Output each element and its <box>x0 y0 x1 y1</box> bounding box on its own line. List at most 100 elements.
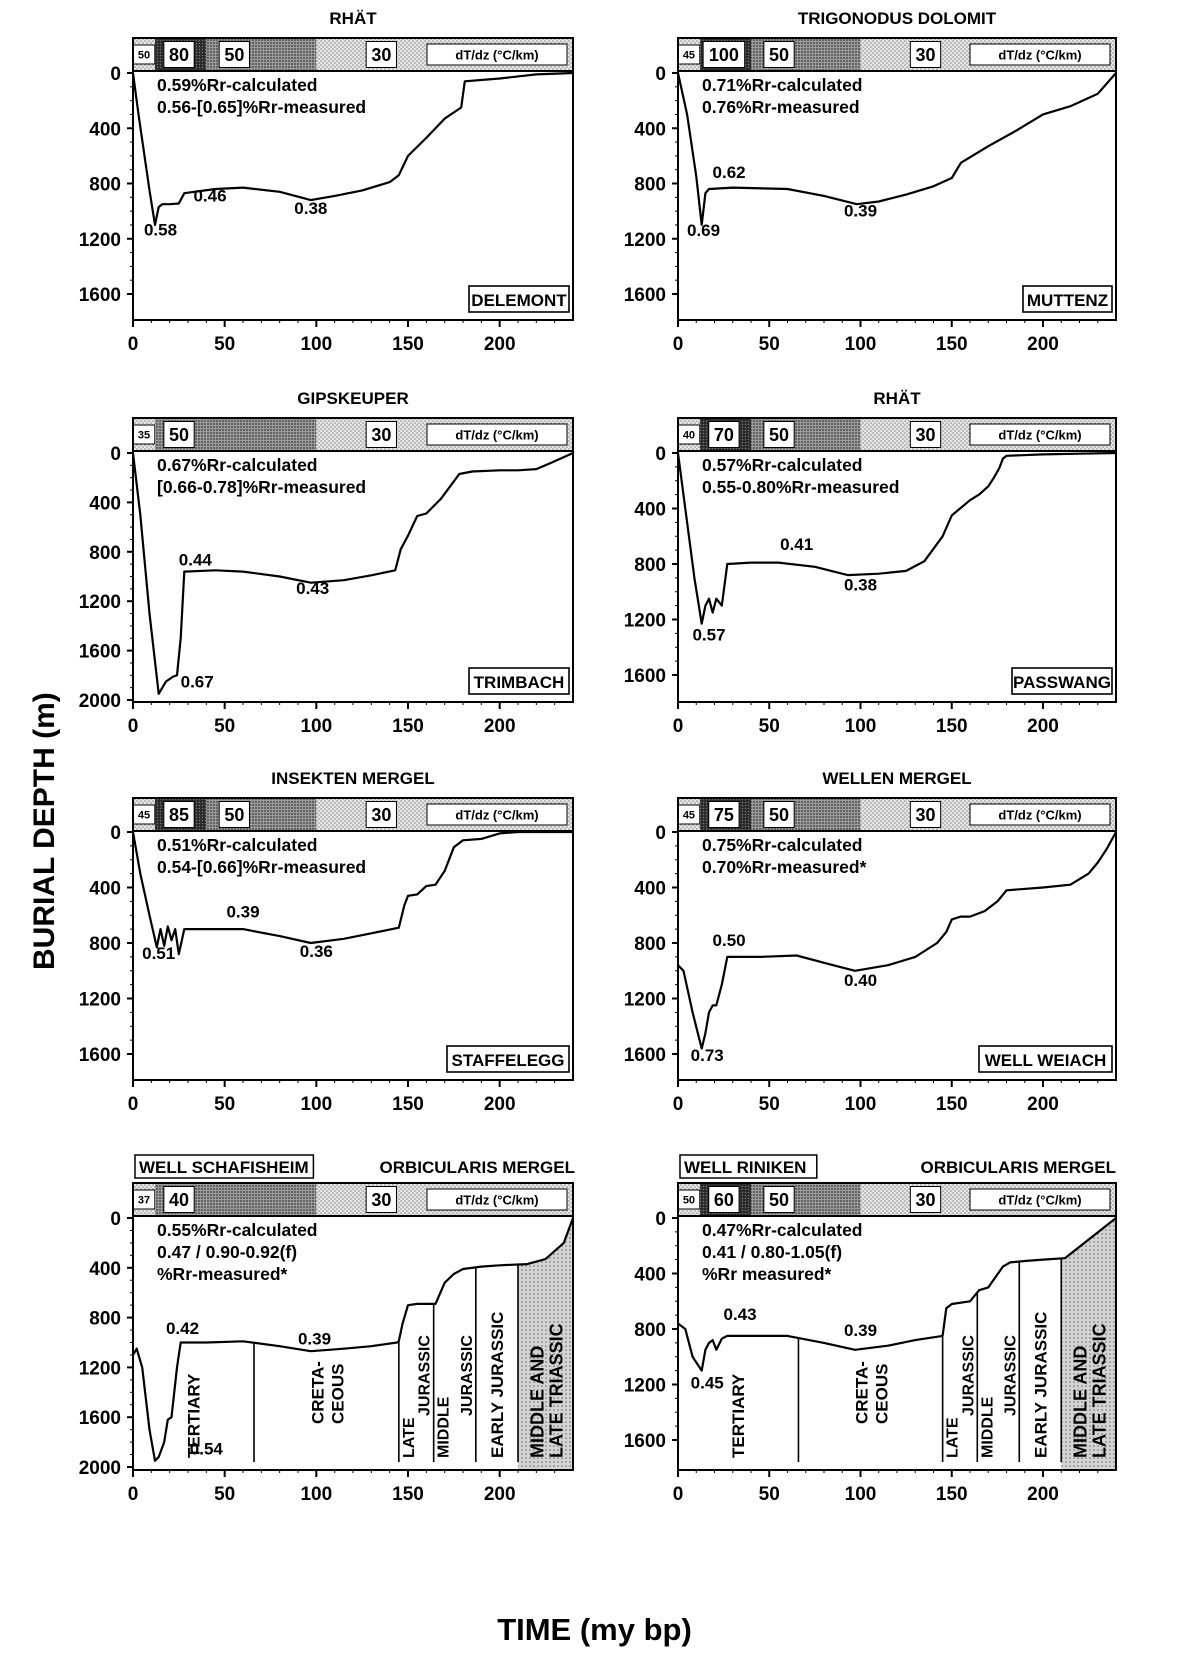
y-tick-label: 0 <box>110 1209 121 1230</box>
well-name: PASSWANG <box>1013 673 1111 692</box>
heatflow-value: 75 <box>714 805 734 825</box>
heatflow-label-box <box>969 423 1111 446</box>
y-tick-label: 0 <box>110 444 121 465</box>
vitrinite-label: 0.38 <box>294 199 327 218</box>
y-tick-label: 2000 <box>79 1458 121 1479</box>
vitrinite-label: 0.46 <box>193 186 226 205</box>
heatflow-value-box <box>708 801 740 828</box>
x-tick-label: 100 <box>300 716 332 737</box>
rr-annotation: 0.67%Rr-calculated <box>157 455 318 475</box>
heatflow-value: 50 <box>769 805 789 825</box>
x-tick-label: 200 <box>1027 1094 1059 1115</box>
heatflow-value-box <box>218 801 250 828</box>
strat-label: CRETA- CEOUS <box>853 1361 892 1424</box>
y-tick-label: 1600 <box>79 1408 121 1429</box>
y-tick-label: 1200 <box>624 230 666 251</box>
x-tick-label: 150 <box>936 334 968 355</box>
heatflow-value: 40 <box>169 1190 189 1210</box>
heatflow-value: 50 <box>769 425 789 445</box>
heatflow-value-box <box>763 41 795 68</box>
heatflow-value: 85 <box>169 805 189 825</box>
y-tick-label: 400 <box>634 119 666 140</box>
heatflow-value-box <box>702 41 746 68</box>
y-axis-label: BURIAL DEPTH (m) <box>28 692 61 970</box>
burial-curve <box>676 72 1117 226</box>
heatflow-label-box <box>969 43 1111 66</box>
y-tick-label: 400 <box>89 879 121 900</box>
x-tick-label: 150 <box>392 716 424 737</box>
x-tick-label: 100 <box>300 1094 332 1115</box>
y-tick-label: 800 <box>634 555 666 576</box>
panel-7: WELL SCHAFISHEIM ORBICULARIS MERGEL 37 40 30… <box>79 1154 575 1505</box>
y-tick-label: 1200 <box>624 990 666 1011</box>
y-tick-label: 0 <box>655 1209 666 1230</box>
y-tick-label: 0 <box>655 64 666 85</box>
heatflow-value: 45 <box>683 809 695 821</box>
panel-1: RHÄT 50 80 50 30 dT/dz (°C/km) 0 400 800 1200 1600… <box>79 9 574 355</box>
strat-label-text: JURASSIC <box>459 1335 476 1416</box>
vitrinite-label: 0.39 <box>844 1321 877 1340</box>
rr-annotation: 0.41 / 0.80-1.05(f) <box>702 1242 842 1262</box>
heatflow-value-box <box>763 421 795 448</box>
heatflow-value: 30 <box>915 805 935 825</box>
strat-label-text: CRETA- <box>853 1361 872 1424</box>
x-tick-label: 0 <box>673 716 684 737</box>
vitrinite-label: 0.73 <box>691 1046 724 1065</box>
heatflow-value: 30 <box>371 805 391 825</box>
strat-label-text: JURASSIC <box>1002 1335 1019 1416</box>
heatflow-label: dT/dz (°C/km) <box>455 1193 538 1208</box>
vitrinite-label: 0.50 <box>713 931 746 950</box>
y-tick-label: 800 <box>89 1309 121 1330</box>
strat-label: MIDDLE AND LATE TRIASSIC <box>1071 1323 1110 1458</box>
y-tick-label: 1600 <box>79 285 121 306</box>
x-tick-label: 200 <box>1027 1484 1059 1505</box>
strat-label-text: TERTIARY <box>729 1373 748 1458</box>
strat-label-text: JURASSIC <box>417 1335 434 1416</box>
heatflow-value-box <box>163 421 195 448</box>
panel-title: INSEKTEN MERGEL <box>271 769 434 788</box>
strat-label: TERTIARY <box>729 1373 748 1458</box>
well-name-box <box>468 285 570 313</box>
vitrinite-label: 0.40 <box>844 971 877 990</box>
heatflow-label-box <box>426 43 568 66</box>
vitrinite-label: 0.44 <box>179 550 213 569</box>
well-name-box <box>468 667 570 695</box>
rr-annotation: 0.51%Rr-calculated <box>157 835 318 855</box>
vitrinite-label: 0.51 <box>142 944 175 963</box>
strat-label: MIDDLE AND LATE TRIASSIC <box>528 1323 567 1458</box>
x-tick-label: 100 <box>300 1484 332 1505</box>
heatflow-value-box <box>365 41 397 68</box>
strat-label-text: TERTIARY <box>185 1373 204 1458</box>
well-name: MUTTENZ <box>1027 291 1108 310</box>
y-tick-label: 400 <box>89 1259 121 1280</box>
vitrinite-label: 0.43 <box>296 579 329 598</box>
panel-title: RHÄT <box>873 389 921 408</box>
strat-label: MIDDLE JURASSIC <box>436 1335 476 1458</box>
heatflow-value: 50 <box>169 425 189 445</box>
strat-label: EARLY JURASSIC <box>488 1312 507 1458</box>
well-label-frame <box>679 1154 818 1179</box>
heatflow-value: 30 <box>915 45 935 65</box>
well-label-top: WELL SCHAFISHEIM <box>139 1158 309 1177</box>
rr-annotation: 0.57%Rr-calculated <box>702 455 863 475</box>
heatflow-value: 35 <box>138 429 150 441</box>
heatflow-value: 30 <box>371 1190 391 1210</box>
strat-label-text: CEOUS <box>328 1364 347 1424</box>
x-tick-label: 0 <box>128 1094 139 1115</box>
heatflow-value-box <box>163 801 195 828</box>
triassic-shade <box>518 1218 573 1470</box>
x-tick-label: 200 <box>1027 334 1059 355</box>
heatflow-label-box <box>426 803 568 826</box>
vitrinite-label: 0.36 <box>300 942 333 961</box>
heatflow-value: 80 <box>169 45 189 65</box>
strat-label-text: CRETA- <box>308 1361 327 1424</box>
x-tick-label: 200 <box>484 1484 516 1505</box>
y-tick-label: 1200 <box>79 592 121 613</box>
vitrinite-label: 0.69 <box>687 221 720 240</box>
x-tick-label: 200 <box>1027 716 1059 737</box>
x-tick-label: 50 <box>759 1094 780 1115</box>
y-tick-label: 400 <box>89 493 121 514</box>
well-label-frame <box>134 1154 315 1179</box>
x-tick-label: 0 <box>128 334 139 355</box>
triassic-shade <box>1061 1218 1116 1470</box>
